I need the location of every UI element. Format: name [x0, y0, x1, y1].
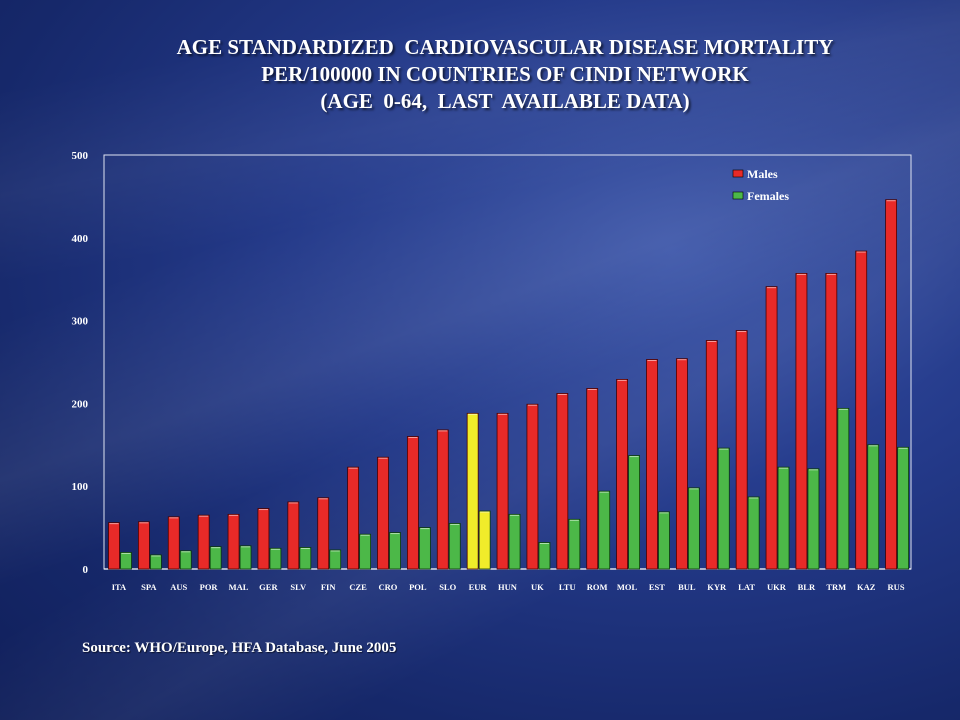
- bar-females-kyr: [717, 447, 730, 570]
- bar-females-ita: [120, 552, 132, 570]
- bar-males-mol: [616, 378, 629, 570]
- bar-males-trm: [825, 273, 838, 570]
- y-tick-label-500: 500: [72, 150, 89, 162]
- x-tick-label-rus: RUS: [888, 582, 905, 592]
- bar-females-spa: [149, 554, 162, 570]
- x-tick-label-slv: SLV: [290, 582, 307, 592]
- x-tick-label-mal: MAL: [229, 582, 249, 592]
- bar-males-fin: [317, 497, 330, 570]
- x-tick-label-trm: TRM: [826, 582, 846, 592]
- x-tick-label-eur: EUR: [469, 582, 488, 592]
- chart-title-line-2: PER/100000 IN COUNTRIES OF CINDI NETWORK: [261, 62, 749, 86]
- x-tick-label-fin: FIN: [321, 582, 337, 592]
- bar-females-bul: [687, 487, 700, 570]
- bar-males-lat: [735, 330, 748, 570]
- x-tick-label-slo: SLO: [439, 582, 456, 592]
- bar-females-uk: [538, 542, 551, 570]
- bar-females-kaz: [867, 444, 880, 570]
- bar-males-ita: [108, 522, 120, 570]
- bar-females-eur: [478, 510, 491, 570]
- x-tick-label-uk: UK: [531, 582, 544, 592]
- x-tick-label-ita: ITA: [112, 582, 127, 592]
- bar-females-por: [209, 546, 222, 570]
- x-tick-label-pol: POL: [409, 582, 427, 592]
- bar-males-slo: [436, 429, 449, 570]
- x-tick-label-lat: LAT: [738, 582, 755, 592]
- bar-females-rom: [598, 490, 611, 570]
- x-tick-label-ltu: LTU: [559, 582, 576, 592]
- legend-swatch-females: [732, 191, 744, 200]
- bar-females-pol: [418, 527, 431, 570]
- plot-area: 0 100 200 300 400 500 ITA SPA AUS POR MAL GER SLV FIN…: [72, 150, 912, 592]
- bar-females-hun: [508, 513, 521, 570]
- bar-females-rus: [897, 446, 910, 570]
- bar-females-cro: [389, 532, 401, 570]
- source-note: Source: WHO/Europe, HFA Database, June 2…: [82, 640, 397, 656]
- y-tick-label-100: 100: [72, 481, 89, 493]
- bar-males-cze: [347, 466, 360, 570]
- x-tick-label-cze: CZE: [349, 582, 367, 592]
- x-tick-label-blr: BLR: [798, 582, 816, 592]
- bar-males-aus: [167, 516, 180, 570]
- x-tick-label-kyr: KYR: [707, 582, 727, 592]
- bar-males-est: [646, 359, 658, 570]
- bar-females-cze: [359, 533, 372, 570]
- bar-males-ger: [257, 508, 270, 570]
- bar-males-eur: [466, 412, 479, 570]
- y-tick-label-0: 0: [83, 564, 89, 576]
- bar-males-rus: [885, 199, 898, 570]
- y-tick-label-200: 200: [72, 398, 89, 410]
- bar-females-slv: [299, 547, 312, 570]
- x-tick-label-cro: CRO: [378, 582, 397, 592]
- x-tick-label-est: EST: [649, 582, 665, 592]
- bar-females-aus: [179, 550, 192, 570]
- legend-label-males: Males: [747, 167, 778, 181]
- x-tick-label-ger: GER: [259, 582, 278, 592]
- bar-males-por: [197, 514, 210, 570]
- bar-males-hun: [496, 412, 509, 570]
- bar-males-kaz: [855, 250, 868, 570]
- x-tick-label-mol: MOL: [617, 582, 638, 592]
- x-tick-label-spa: SPA: [141, 582, 157, 592]
- bar-females-blr: [807, 468, 820, 570]
- bar-females-ltu: [568, 518, 581, 570]
- chart-title-line-1: AGE STANDARDIZED CARDIOVASCULAR DISEASE …: [176, 35, 834, 59]
- x-tick-label-rom: ROM: [587, 582, 608, 592]
- bar-females-est: [658, 511, 670, 570]
- bar-females-fin: [329, 549, 342, 570]
- bar-males-cro: [377, 456, 389, 570]
- y-tick-label-300: 300: [72, 316, 89, 328]
- x-tick-label-kaz: KAZ: [857, 582, 876, 592]
- chart-title: AGE STANDARDIZED CARDIOVASCULAR DISEASE …: [0, 34, 960, 115]
- bar-females-mol: [628, 455, 641, 570]
- bar-males-uk: [526, 403, 539, 570]
- bar-males-slv: [287, 501, 300, 570]
- legend-label-females: Females: [747, 189, 789, 203]
- bar-males-kyr: [705, 340, 718, 570]
- bar-males-mal: [227, 513, 240, 570]
- bar-females-ukr: [777, 466, 790, 570]
- bar-females-ger: [269, 547, 282, 570]
- x-tick-label-bul: BUL: [678, 582, 696, 592]
- bar-females-trm: [837, 407, 850, 570]
- bar-males-bul: [675, 358, 688, 570]
- bar-males-ltu: [556, 393, 569, 570]
- x-tick-label-hun: HUN: [498, 582, 518, 592]
- bar-males-ukr: [765, 286, 778, 570]
- bar-females-slo: [448, 523, 461, 570]
- x-tick-label-por: POR: [200, 582, 219, 592]
- bar-males-pol: [406, 436, 419, 570]
- y-tick-label-400: 400: [72, 233, 89, 245]
- legend-swatch-males: [732, 169, 744, 178]
- chart-title-line-3: (AGE 0-64, LAST AVAILABLE DATA): [320, 89, 690, 113]
- bar-females-lat: [747, 496, 760, 570]
- bar-males-spa: [137, 521, 150, 570]
- x-tick-label-ukr: UKR: [767, 582, 787, 592]
- bar-females-mal: [239, 545, 252, 570]
- bar-males-rom: [586, 388, 599, 570]
- bar-males-blr: [795, 273, 808, 570]
- x-tick-label-aus: AUS: [170, 582, 187, 592]
